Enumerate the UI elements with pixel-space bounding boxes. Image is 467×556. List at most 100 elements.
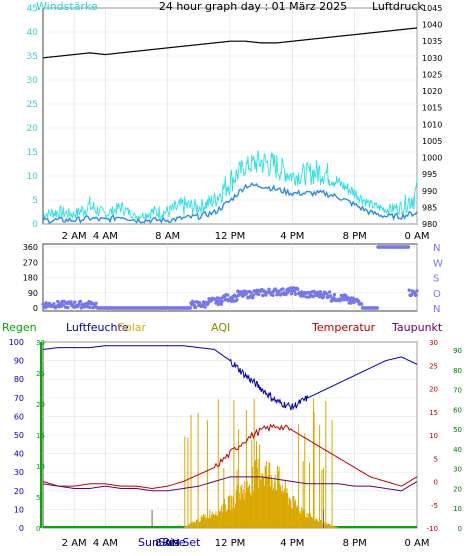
p3-left-tick: 0 — [19, 524, 24, 533]
direction-point — [332, 292, 337, 297]
p3-temp-tick: 10 — [429, 432, 438, 440]
p3-rain-tick: 5 — [36, 494, 40, 502]
sun-set-label: Sun Set — [158, 536, 201, 549]
direction-point — [293, 289, 297, 293]
legend-aqi: AQI — [211, 321, 230, 334]
direction-point — [290, 289, 294, 293]
p3-left-tick: 70 — [14, 394, 24, 403]
direction-point — [191, 300, 196, 304]
p1-right-tick: 1025 — [422, 70, 442, 79]
p2-right-tick: S — [433, 274, 439, 285]
p3-dew-tick: 50 — [453, 426, 462, 434]
left-axis-title: Windstärke — [36, 0, 98, 13]
direction-point — [302, 294, 306, 298]
p1-left-tick: 30 — [27, 76, 39, 86]
p3-left-tick: 100 — [9, 338, 24, 347]
direction-point — [216, 302, 220, 307]
p1-right-tick: 1005 — [422, 137, 442, 146]
p3-rain-tick: 30 — [36, 339, 45, 347]
p3-rain-tick: 20 — [36, 401, 45, 409]
p1-left-tick: 10 — [27, 172, 39, 182]
direction-point — [328, 294, 333, 298]
p3-dew-tick: 70 — [453, 387, 462, 395]
p3-dew-tick: 20 — [453, 485, 462, 493]
legend-solar: Solar — [118, 321, 147, 334]
p3-left-tick: 20 — [14, 487, 24, 496]
direction-point — [406, 245, 411, 249]
x-tick-label: 4 PM — [280, 231, 304, 242]
p3-left-tick: 30 — [14, 468, 24, 477]
direction-point — [203, 305, 207, 309]
direction-point — [69, 300, 73, 304]
x-tick-label-bottom: 0 AM — [404, 538, 429, 549]
direction-point — [257, 292, 261, 297]
p3-left-tick: 80 — [14, 375, 24, 384]
direction-point — [267, 287, 271, 291]
p1-right-tick: 1030 — [422, 54, 442, 63]
direction-point — [235, 298, 239, 302]
p3-temp-tick: 20 — [429, 386, 438, 394]
p3-temp-tick: 5 — [434, 455, 438, 463]
wind-series — [42, 182, 418, 225]
direction-point — [344, 294, 348, 298]
direction-point — [251, 293, 256, 297]
p3-left-tick: 40 — [14, 450, 24, 459]
p1-left-tick: 40 — [27, 28, 39, 38]
p3-temp-tick: -5 — [431, 502, 438, 510]
p2-right-tick: N — [433, 304, 440, 315]
direction-point — [318, 290, 323, 294]
x-tick-label: 2 AM — [62, 231, 87, 242]
chart-title: 24 hour graph day : 01 März 2025 — [159, 0, 347, 13]
gust-series — [42, 150, 418, 221]
direction-point — [293, 292, 298, 296]
p1-right-tick: 1045 — [422, 4, 442, 13]
x-tick-label: 8 AM — [155, 231, 180, 242]
direction-point — [342, 298, 346, 302]
p2-left-tick: 0 — [33, 304, 38, 313]
p1-right-tick: 1040 — [422, 21, 442, 30]
p1-left-tick: 5 — [32, 196, 38, 206]
humidity-series — [42, 345, 418, 411]
x-tick-label-bottom: 4 AM — [93, 538, 118, 549]
direction-point — [409, 293, 414, 297]
legend-dewpoint: Taupunkt — [391, 321, 443, 334]
p1-right-tick: 980 — [422, 220, 437, 229]
direction-point — [52, 302, 56, 306]
dewpoint-series — [42, 476, 418, 492]
p1-right-tick: 1010 — [422, 120, 442, 129]
p3-temp-tick: 25 — [429, 362, 438, 370]
direction-point — [321, 295, 326, 299]
direction-point — [61, 303, 65, 307]
direction-point — [415, 289, 419, 293]
direction-point — [78, 299, 83, 304]
direction-point — [88, 305, 92, 310]
x-tick-label: 12 PM — [215, 231, 246, 242]
p3-dew-tick: 60 — [453, 406, 462, 414]
p3-temp-tick: 15 — [429, 409, 438, 417]
legend-humidity: Luftfeuchte — [66, 321, 129, 334]
direction-point — [249, 291, 253, 295]
direction-point — [220, 299, 224, 303]
x-tick-label-bottom: 4 PM — [280, 538, 304, 549]
direction-point — [188, 306, 192, 310]
direction-point — [286, 290, 290, 295]
direction-point — [414, 293, 418, 297]
p3-dew-tick: 10 — [453, 505, 462, 513]
p3-temp-tick: 0 — [434, 479, 438, 487]
p3-dew-tick: 80 — [453, 367, 462, 375]
legend-temperature: Temperatur — [311, 321, 376, 334]
p1-left-tick: 15 — [27, 148, 38, 158]
direction-point — [250, 296, 255, 300]
p1-left-tick: 35 — [27, 52, 38, 62]
x-tick-label-bottom: 8 AM — [155, 538, 180, 549]
direction-point — [219, 302, 224, 306]
direction-point — [94, 301, 98, 305]
p3-rain-tick: 25 — [36, 370, 45, 378]
right-axis-title: Luftdruck — [372, 0, 424, 13]
p2-right-tick: N — [433, 243, 440, 254]
direction-point — [73, 300, 77, 304]
direction-point — [226, 293, 230, 297]
p1-right-tick: 985 — [422, 203, 437, 212]
p2-left-tick: 270 — [23, 258, 38, 267]
